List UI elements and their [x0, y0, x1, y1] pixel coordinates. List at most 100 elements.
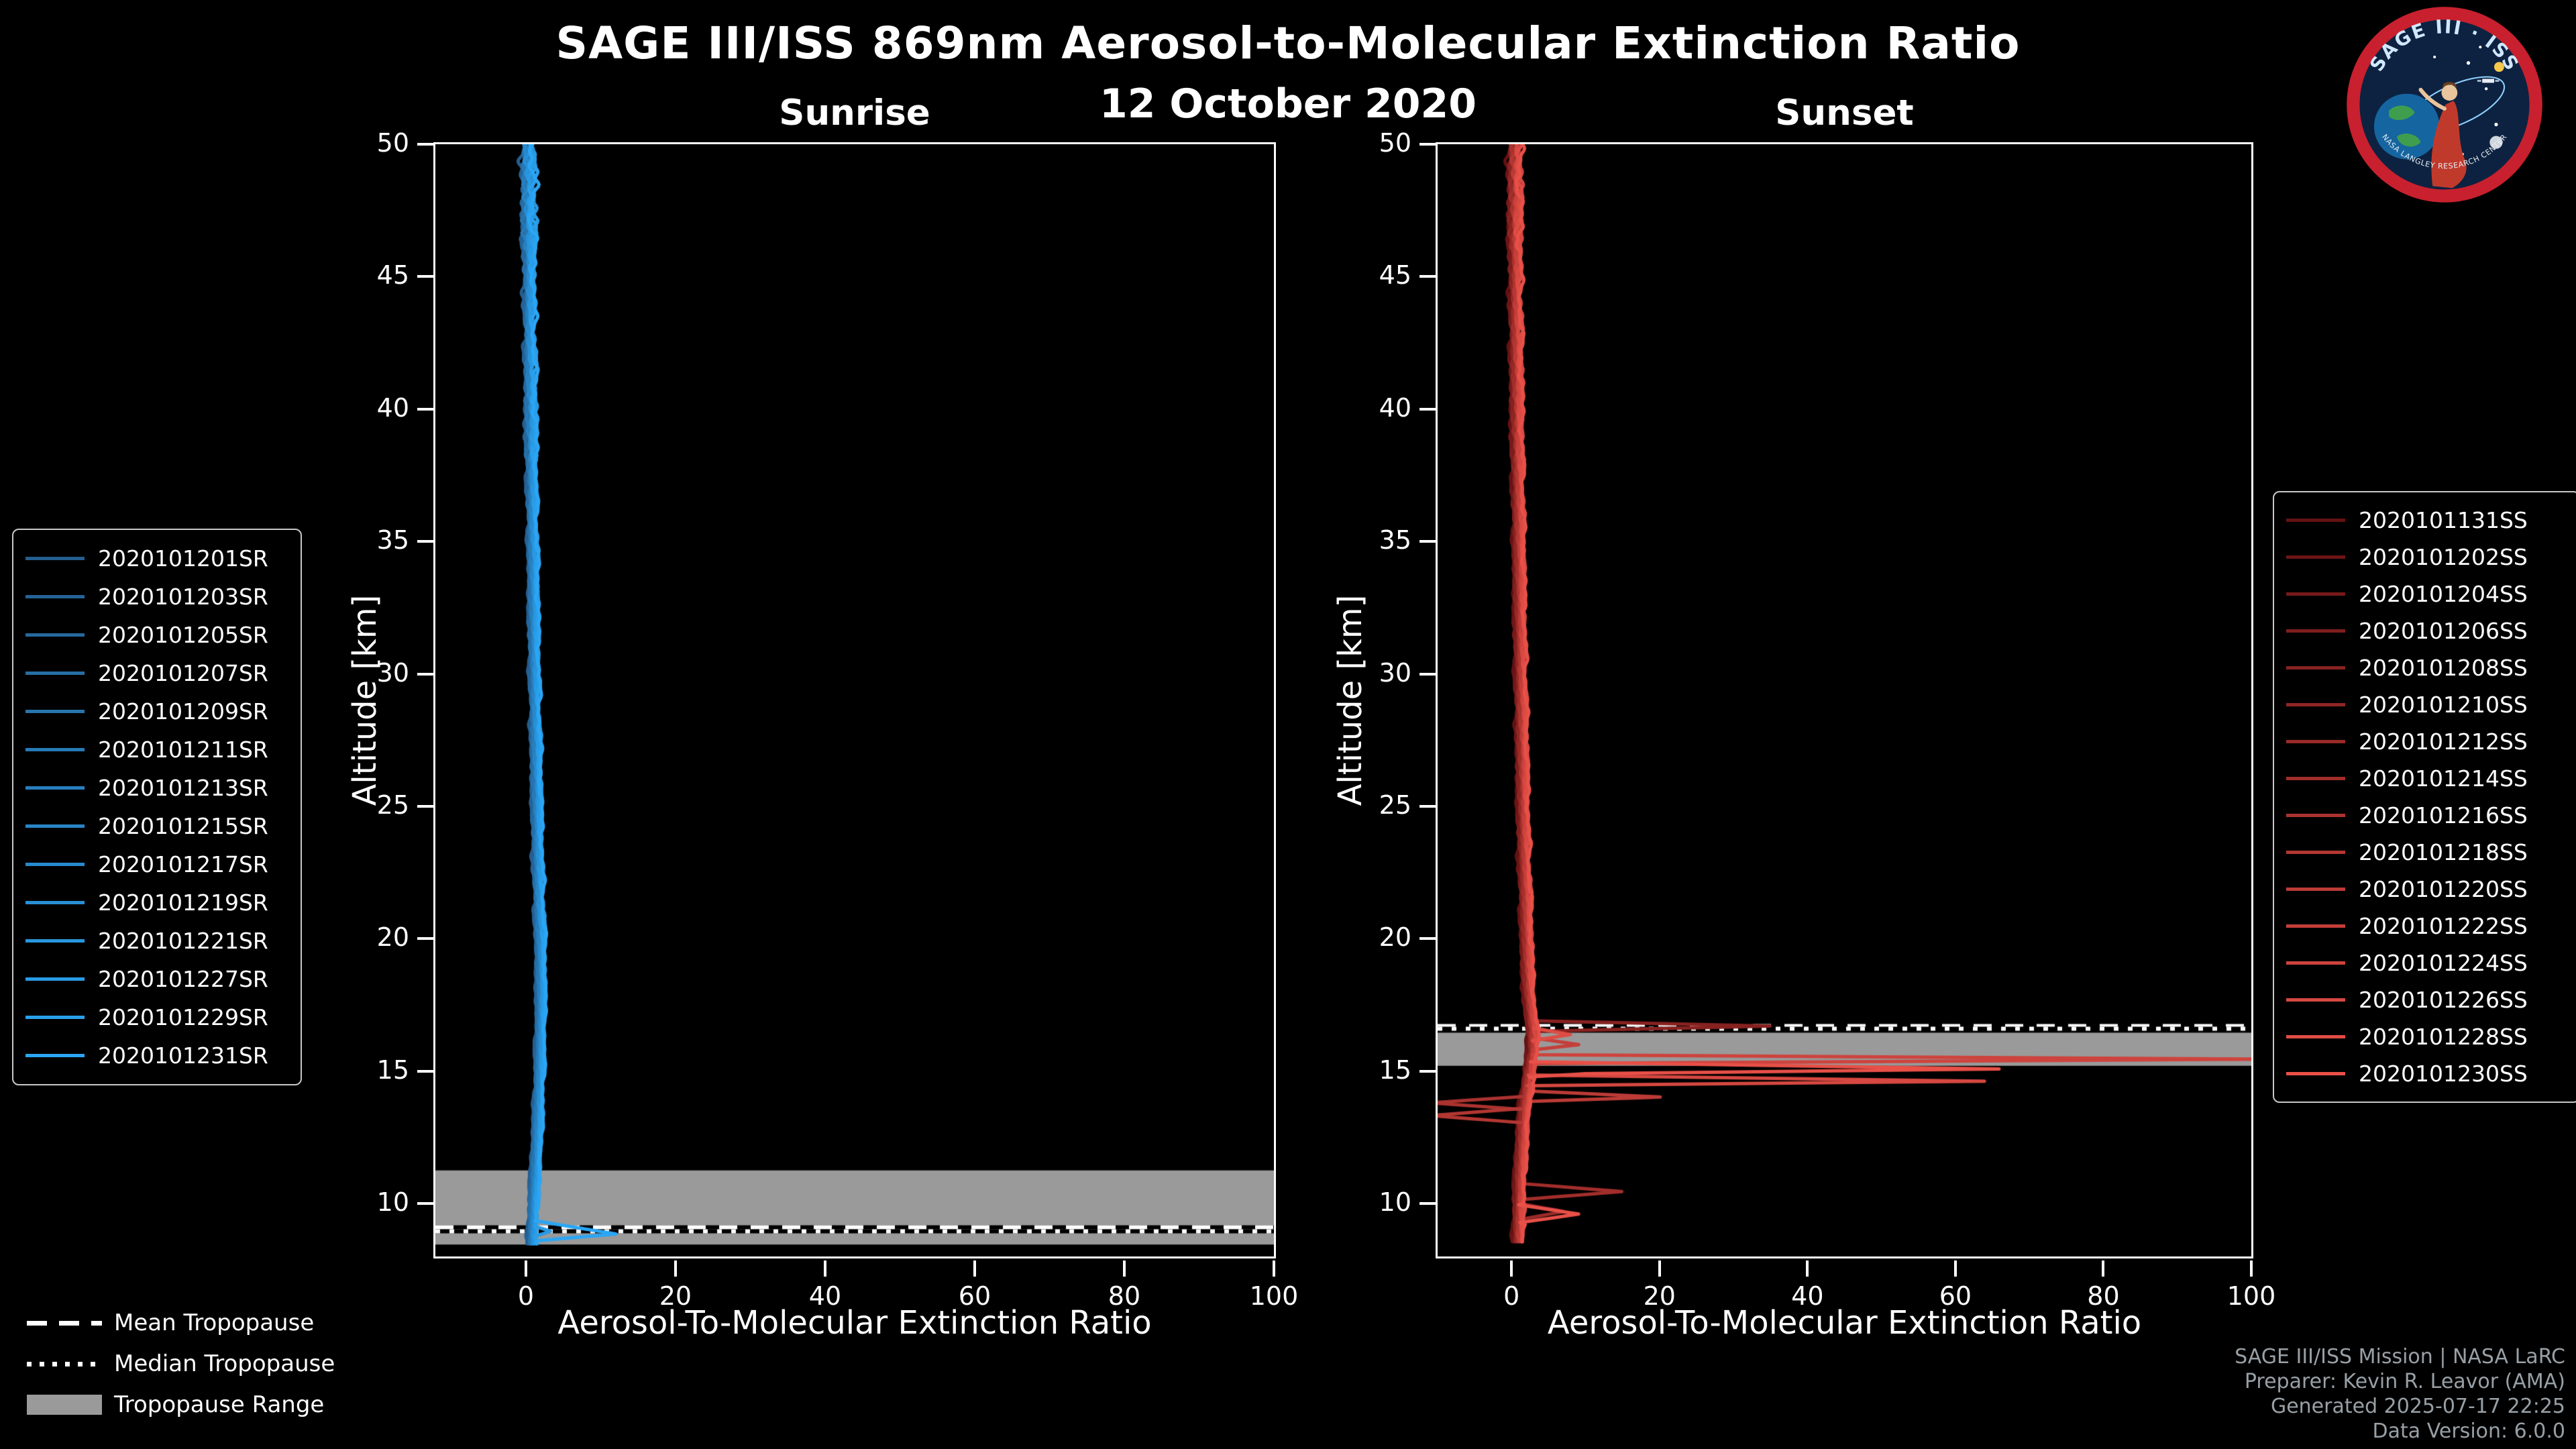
legend-line-swatch — [25, 901, 85, 904]
legend-item-label: 2020101231SR — [98, 1042, 268, 1069]
sunset-plot-canvas — [1438, 144, 2251, 1256]
legend-line-swatch — [2286, 851, 2345, 854]
legend-line-swatch — [25, 786, 85, 790]
y-tick-mark — [1419, 143, 1436, 146]
legend-item-label: 2020101210SS — [2359, 692, 2528, 718]
legend-line-swatch — [25, 557, 85, 560]
sunset-plot — [1436, 142, 2253, 1258]
median-tropopause-legend-item: Median Tropopause — [27, 1346, 335, 1381]
x-tick-mark — [2102, 1260, 2105, 1277]
legend-item: 2020101220SS — [2286, 871, 2567, 908]
legend-item-label: 2020101227SR — [98, 966, 268, 992]
legend-item: 2020101227SR — [25, 960, 288, 998]
legend-item: 2020101221SR — [25, 922, 288, 960]
y-tick-label: 35 — [1379, 525, 1411, 555]
tropopause-range-swatch — [27, 1395, 102, 1415]
legend-item-label: 2020101229SR — [98, 1004, 268, 1030]
legend-item: 2020101201SR — [25, 539, 288, 578]
legend-item: 2020101214SS — [2286, 760, 2567, 797]
y-tick-label: 25 — [376, 790, 409, 820]
legend-line-swatch — [2286, 814, 2345, 817]
legend-item-label: 2020101226SS — [2359, 987, 2528, 1013]
sunrise-y-axis-label: Altitude [km] — [346, 594, 384, 806]
mean-tropopause-legend-item: Mean Tropopause — [27, 1305, 335, 1340]
legend-item-label: 2020101228SS — [2359, 1024, 2528, 1050]
y-tick-label: 20 — [1379, 922, 1411, 953]
legend-item-label: 2020101204SS — [2359, 581, 2528, 607]
y-tick-label: 20 — [376, 922, 409, 953]
legend-line-swatch — [25, 633, 85, 637]
legend-item-label: 2020101214SS — [2359, 765, 2528, 792]
legend-item: 2020101209SR — [25, 692, 288, 731]
page-title: SAGE III/ISS 869nm Aerosol-to-Molecular … — [555, 17, 2021, 69]
legend-item-label: 2020101202SS — [2359, 544, 2528, 570]
x-tick-mark — [1122, 1260, 1126, 1277]
legend-item: 2020101224SS — [2286, 945, 2567, 981]
legend-item: 2020101231SR — [25, 1036, 288, 1075]
credits-mission-line: SAGE III/ISS Mission | NASA LaRC — [2235, 1345, 2565, 1368]
legend-item: 2020101212SS — [2286, 723, 2567, 760]
legend-item-label: 2020101215SR — [98, 813, 268, 839]
legend-line-swatch — [25, 1054, 85, 1057]
y-tick-mark — [417, 143, 433, 146]
legend-item: 2020101230SS — [2286, 1055, 2567, 1092]
credits-preparer-line: Preparer: Kevin R. Leavor (AMA) — [2244, 1370, 2565, 1393]
y-tick-label: 30 — [1379, 657, 1411, 688]
legend-item-label: 2020101211SR — [98, 737, 268, 763]
x-tick-label: 40 — [808, 1281, 842, 1311]
legend-line-swatch — [25, 939, 85, 943]
legend-item: 2020101216SS — [2286, 797, 2567, 834]
credits-generated-line: Generated 2025-07-17 22:25 — [2270, 1395, 2565, 1418]
y-tick-label: 35 — [376, 525, 409, 555]
legend-item: 2020101204SS — [2286, 576, 2567, 612]
legend-item: 2020101211SR — [25, 731, 288, 769]
mean-tropopause-label: Mean Tropopause — [114, 1309, 315, 1336]
legend-item: 2020101202SS — [2286, 539, 2567, 576]
y-tick-label: 10 — [1379, 1187, 1411, 1218]
y-tick-label: 15 — [376, 1055, 409, 1085]
y-tick-mark — [417, 672, 433, 676]
y-tick-mark — [1419, 1202, 1436, 1205]
legend-item-label: 2020101222SS — [2359, 913, 2528, 939]
y-tick-mark — [417, 1069, 433, 1073]
legend-line-swatch — [2286, 703, 2345, 706]
y-tick-label: 25 — [1379, 790, 1411, 820]
legend-line-swatch — [2286, 888, 2345, 891]
legend-item-label: 2020101209SR — [98, 698, 268, 724]
x-tick-label: 100 — [2226, 1281, 2276, 1311]
x-tick-mark — [823, 1260, 826, 1277]
moon-graphic — [2489, 136, 2503, 149]
legend-item: 2020101228SS — [2286, 1018, 2567, 1055]
legend-item: 2020101203SR — [25, 578, 288, 616]
legend-line-swatch — [25, 710, 85, 713]
x-tick-mark — [1806, 1260, 1809, 1277]
legend-line-swatch — [2286, 998, 2345, 1002]
y-tick-label: 50 — [1379, 128, 1411, 158]
legend-item: 2020101210SS — [2286, 686, 2567, 723]
y-tick-label: 45 — [376, 260, 409, 290]
legend-item-label: 2020101216SS — [2359, 802, 2528, 828]
x-tick-mark — [674, 1260, 677, 1277]
y-tick-label: 15 — [1379, 1055, 1411, 1085]
x-tick-label: 80 — [2087, 1281, 2120, 1311]
legend-line-swatch — [2286, 777, 2345, 780]
credits-version-line: Data Version: 6.0.0 — [2372, 1419, 2565, 1443]
x-tick-label: 100 — [1249, 1281, 1299, 1311]
y-tick-mark — [417, 1202, 433, 1205]
legend-line-swatch — [2286, 555, 2345, 559]
x-tick-label: 80 — [1108, 1281, 1141, 1311]
legend-item-label: 2020101221SR — [98, 928, 268, 954]
legend-line-swatch — [25, 595, 85, 598]
legend-item: 2020101226SS — [2286, 981, 2567, 1018]
legend-item: 2020101215SR — [25, 807, 288, 845]
legend-line-swatch — [25, 672, 85, 675]
legend-line-swatch — [2286, 1072, 2345, 1075]
legend-item-label: 2020101219SR — [98, 890, 268, 916]
y-tick-label: 10 — [376, 1187, 409, 1218]
legend-item-label: 2020101201SR — [98, 545, 268, 572]
tropopause-range-label: Tropopause Range — [114, 1391, 325, 1418]
legend-line-swatch — [2286, 629, 2345, 633]
x-tick-mark — [973, 1260, 976, 1277]
legend-item-label: 2020101218SS — [2359, 839, 2528, 865]
earth-graphic — [2373, 93, 2440, 160]
